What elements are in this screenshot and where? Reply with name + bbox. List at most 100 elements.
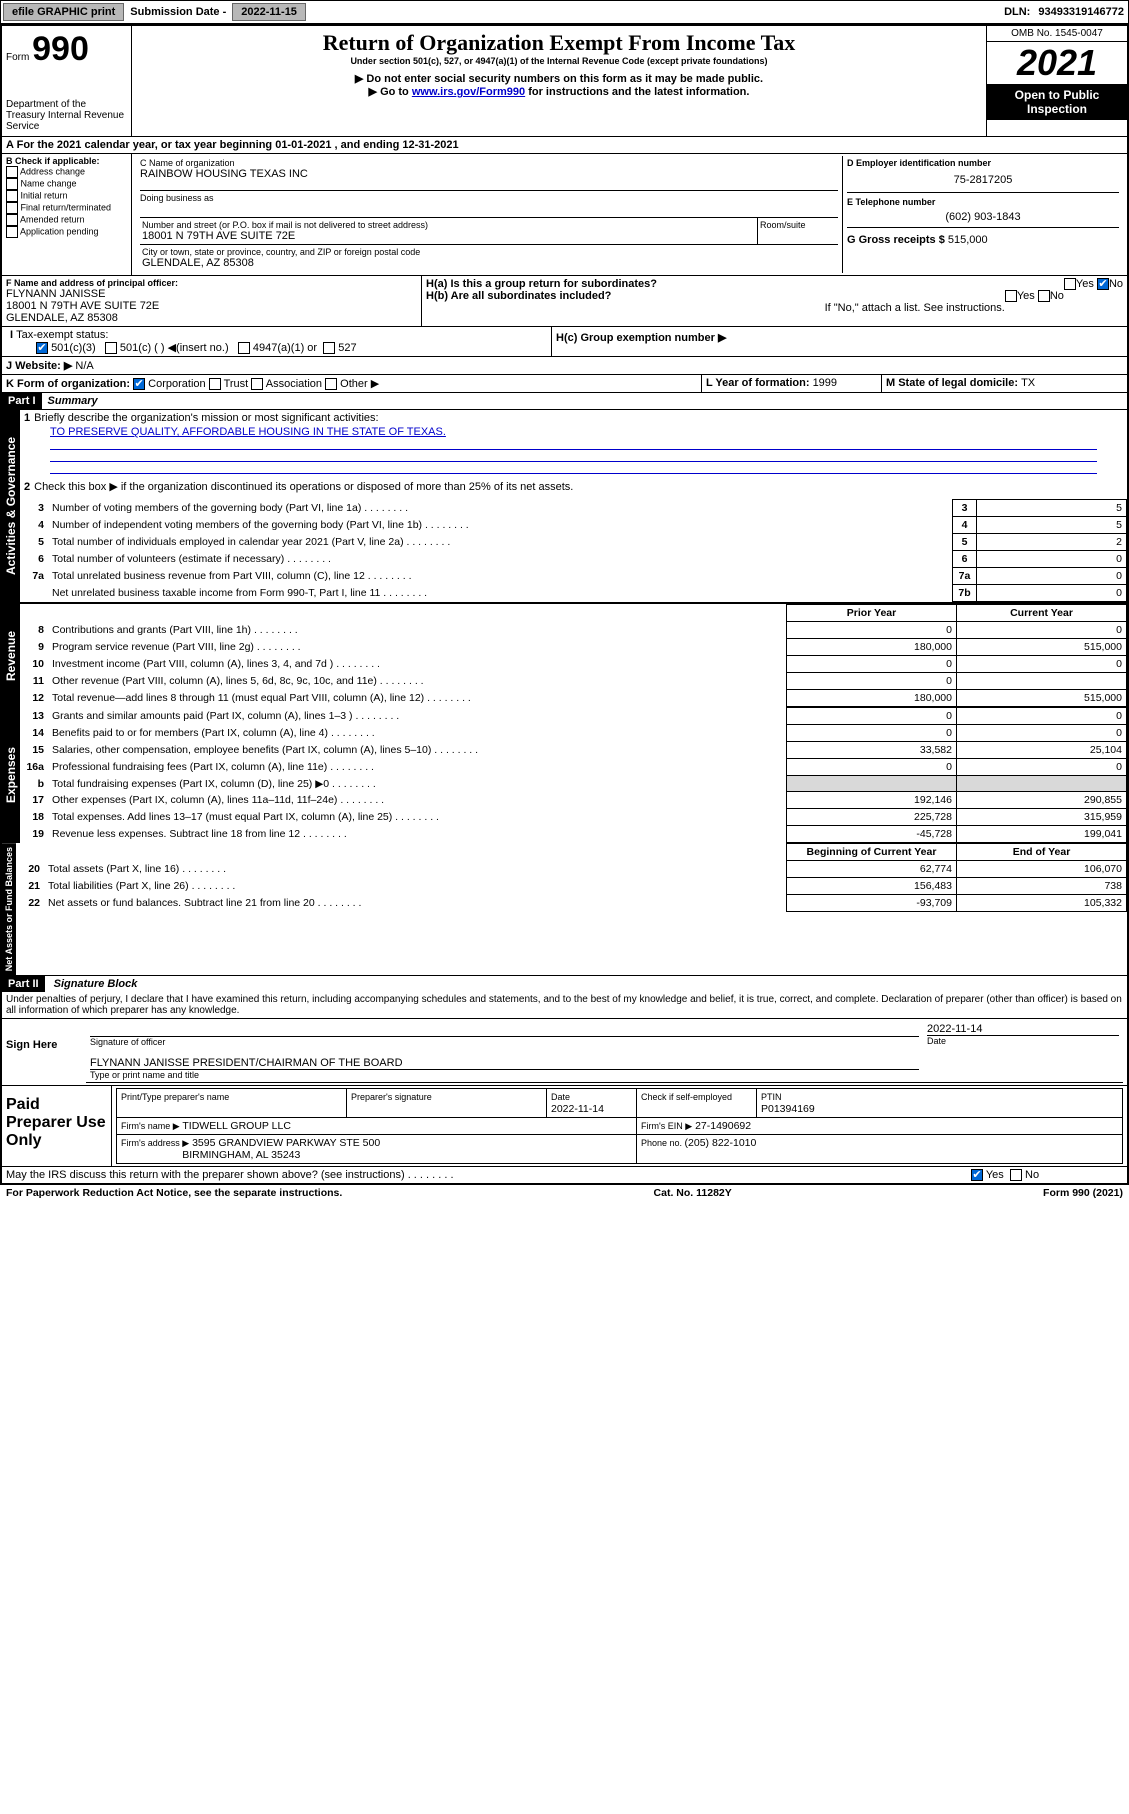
paid-preparer: Paid Preparer Use Only bbox=[2, 1086, 112, 1166]
officer-addr2: GLENDALE, AZ 85308 bbox=[6, 312, 417, 324]
sig-date-value: 2022-11-14 bbox=[927, 1023, 1119, 1035]
q2-text: Check this box ▶ if the organization dis… bbox=[34, 481, 573, 493]
hb-yes-checkbox[interactable] bbox=[1005, 290, 1017, 302]
box-b-checkbox[interactable] bbox=[6, 178, 18, 190]
box-j-label: J Website: ▶ bbox=[6, 360, 72, 372]
section-netassets: Net Assets or Fund Balances bbox=[2, 843, 16, 975]
501c3-checkbox[interactable]: ✔ bbox=[36, 342, 48, 354]
section-activities: Activities & Governance bbox=[2, 410, 20, 602]
sign-here: Sign Here bbox=[2, 1019, 82, 1085]
type-name-label: Type or print name and title bbox=[90, 1069, 919, 1080]
org-city: GLENDALE, AZ 85308 bbox=[142, 257, 836, 269]
box-b-checkbox[interactable] bbox=[6, 214, 18, 226]
box-b-checkbox[interactable] bbox=[6, 190, 18, 202]
hc-label: H(c) Group exemption number ▶ bbox=[556, 332, 726, 344]
part2-header: Part II bbox=[2, 976, 45, 992]
phone-label: Phone no. bbox=[641, 1138, 685, 1148]
box-b-checkbox[interactable] bbox=[6, 166, 18, 178]
ptin-value: P01394169 bbox=[761, 1103, 815, 1115]
part1-title: Summary bbox=[42, 393, 104, 409]
section-revenue: Revenue bbox=[2, 604, 20, 707]
prep-date-label: Date bbox=[551, 1092, 570, 1102]
dln-value: 93493319146772 bbox=[1034, 4, 1128, 20]
part2-title: Signature Block bbox=[48, 976, 144, 992]
org-address: 18001 N 79TH AVE SUITE 72E bbox=[142, 230, 755, 242]
ha-no-checkbox[interactable]: ✔ bbox=[1097, 278, 1109, 290]
officer-addr1: 18001 N 79TH AVE SUITE 72E bbox=[6, 300, 417, 312]
k-assoc-checkbox[interactable] bbox=[251, 378, 263, 390]
efile-button[interactable]: efile GRAPHIC print bbox=[3, 3, 124, 21]
footer-right: Form 990 (2021) bbox=[1043, 1187, 1123, 1199]
prep-sig-label: Preparer's signature bbox=[351, 1092, 432, 1102]
q1-answer[interactable]: TO PRESERVE QUALITY, AFFORDABLE HOUSING … bbox=[50, 426, 446, 438]
dln-label: DLN: bbox=[1000, 4, 1034, 20]
submission-date-button[interactable]: 2022-11-15 bbox=[232, 3, 306, 21]
declaration: Under penalties of perjury, I declare th… bbox=[2, 992, 1127, 1018]
footer-left: For Paperwork Reduction Act Notice, see … bbox=[6, 1187, 342, 1199]
irs-link[interactable]: www.irs.gov/Form990 bbox=[412, 86, 525, 98]
check-if-label: Check if self-employed bbox=[641, 1092, 732, 1102]
goto-post: for instructions and the latest informat… bbox=[528, 86, 749, 98]
q1-text: Briefly describe the organization's miss… bbox=[34, 412, 378, 424]
form-title: Return of Organization Exempt From Incom… bbox=[136, 30, 982, 56]
addr-label: Number and street (or P.O. box if mail i… bbox=[142, 220, 755, 230]
box-l-label: L Year of formation: bbox=[706, 377, 813, 389]
box-b-checkbox[interactable] bbox=[6, 202, 18, 214]
box-c-name-label: C Name of organization bbox=[140, 158, 838, 168]
form-header: Form 990 Department of the Treasury Inte… bbox=[2, 26, 1127, 136]
footer-center: Cat. No. 11282Y bbox=[654, 1187, 732, 1199]
ptin-label: PTIN bbox=[761, 1092, 782, 1102]
firm-city: BIRMINGHAM, AL 35243 bbox=[182, 1149, 300, 1161]
527-checkbox[interactable] bbox=[323, 342, 335, 354]
omb-number: OMB No. 1545-0047 bbox=[987, 26, 1127, 42]
501c-checkbox[interactable] bbox=[105, 342, 117, 354]
discuss-yes-checkbox[interactable]: ✔ bbox=[971, 1169, 983, 1181]
section-expenses: Expenses bbox=[2, 707, 20, 843]
year-formation: 1999 bbox=[813, 377, 837, 389]
org-name: RAINBOW HOUSING TEXAS INC bbox=[140, 168, 838, 180]
firm-ein: 27-1490692 bbox=[695, 1120, 751, 1132]
ha-yes-checkbox[interactable] bbox=[1064, 278, 1076, 290]
subtitle-2: ▶ Do not enter social security numbers o… bbox=[136, 72, 982, 85]
h-note: If "No," attach a list. See instructions… bbox=[426, 302, 1123, 314]
top-bar: efile GRAPHIC print Submission Date - 20… bbox=[0, 0, 1129, 24]
city-label: City or town, state or province, country… bbox=[142, 247, 836, 257]
firm-name-label: Firm's name ▶ bbox=[121, 1121, 180, 1131]
domicile: TX bbox=[1021, 377, 1035, 389]
box-e-label: E Telephone number bbox=[847, 192, 1119, 207]
goto-pre: ▶ Go to bbox=[369, 86, 412, 98]
sig-officer-label: Signature of officer bbox=[90, 1037, 919, 1047]
k-trust-checkbox[interactable] bbox=[209, 378, 221, 390]
firm-ein-label: Firm's EIN ▶ bbox=[641, 1121, 692, 1131]
open-to-public: Open to Public Inspection bbox=[987, 84, 1127, 120]
box-k-label: K Form of organization: bbox=[6, 378, 130, 390]
subtitle-1: Under section 501(c), 527, or 4947(a)(1)… bbox=[136, 56, 982, 66]
box-d-label: D Employer identification number bbox=[847, 158, 1119, 168]
box-m-label: M State of legal domicile: bbox=[886, 377, 1021, 389]
box-b-checkbox[interactable] bbox=[6, 226, 18, 238]
firm-addr-label: Firm's address ▶ bbox=[121, 1138, 189, 1148]
firm-phone: (205) 822-1010 bbox=[685, 1137, 757, 1149]
ein-value: 75-2817205 bbox=[847, 168, 1119, 192]
tax-exempt-label: Tax-exempt status: bbox=[16, 329, 108, 341]
may-irs-discuss: May the IRS discuss this return with the… bbox=[6, 1169, 405, 1181]
tax-year: 2021 bbox=[987, 42, 1127, 84]
room-label: Room/suite bbox=[760, 220, 836, 230]
firm-addr: 3595 GRANDVIEW PARKWAY STE 500 bbox=[192, 1137, 380, 1149]
form-number: 990 bbox=[32, 30, 89, 68]
box-b-label: B Check if applicable: bbox=[6, 156, 127, 166]
website-value: N/A bbox=[75, 360, 93, 372]
submission-label: Submission Date - bbox=[126, 4, 230, 20]
dept-treasury: Department of the Treasury Internal Reve… bbox=[6, 99, 127, 132]
k-corp-checkbox[interactable]: ✔ bbox=[133, 378, 145, 390]
form-prefix: Form bbox=[6, 52, 29, 63]
officer-name: FLYNANN JANISSE bbox=[6, 288, 417, 300]
gross-receipts: 515,000 bbox=[948, 234, 988, 246]
box-g-label: G Gross receipts $ bbox=[847, 234, 948, 246]
discuss-no-checkbox[interactable] bbox=[1010, 1169, 1022, 1181]
k-other-checkbox[interactable] bbox=[325, 378, 337, 390]
hb-no-checkbox[interactable] bbox=[1038, 290, 1050, 302]
4947-checkbox[interactable] bbox=[238, 342, 250, 354]
firm-name: TIDWELL GROUP LLC bbox=[182, 1120, 291, 1132]
dba-label: Doing business as bbox=[140, 190, 838, 203]
